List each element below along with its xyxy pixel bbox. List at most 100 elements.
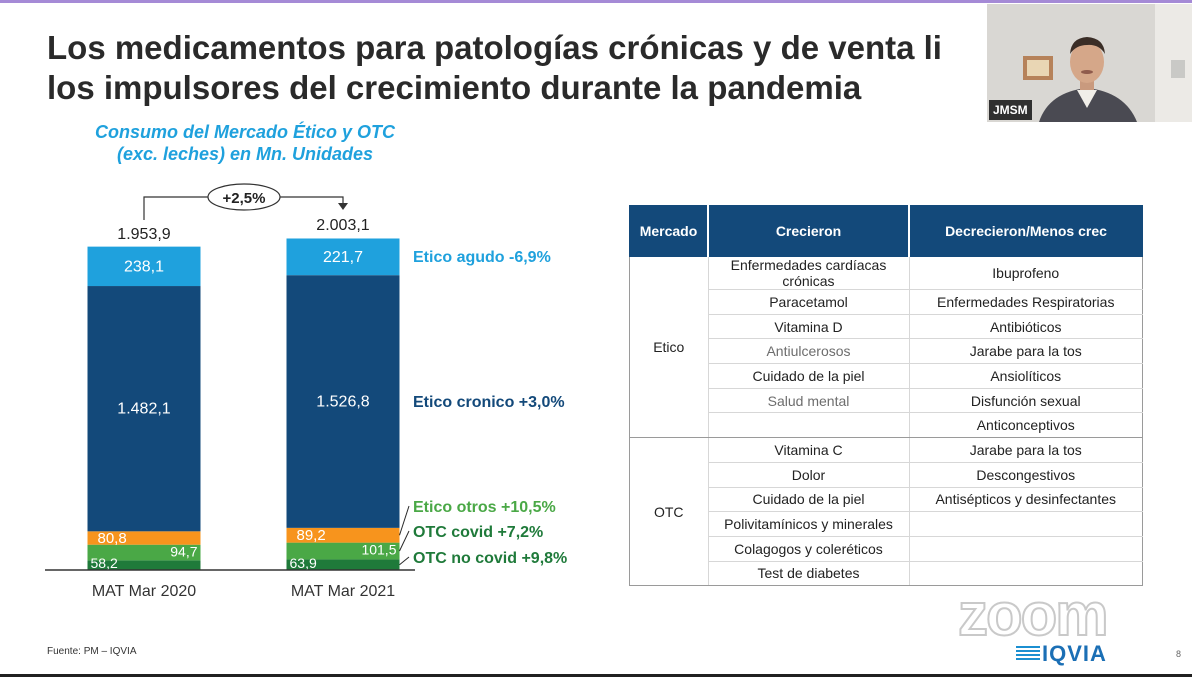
grew-cell: Paracetamol (707, 289, 910, 315)
declined-cell: Disfunción sexual (908, 388, 1143, 414)
source-note: Fuente: PM – IQVIA (47, 646, 137, 657)
legend-otros: Etico otros +10,5% (413, 499, 556, 516)
bar-otc-no-covid-2020 (87, 560, 201, 570)
total-label-2021: 2.003,1 (316, 217, 369, 234)
grew-cell: Vitamina D (707, 314, 910, 340)
table-row: Etico Enfermedades cardíacas crónicas Ib… (629, 256, 1143, 439)
declined-cell (908, 511, 1143, 537)
growth-arrowhead-icon (338, 203, 348, 210)
table-header-row: Mercado Crecieron Decrecieron/Menos crec (629, 205, 1143, 257)
declined-cell (908, 561, 1143, 587)
category-label-2021: MAT Mar 2021 (291, 583, 395, 600)
table-row: Dolor Descongestivos (630, 462, 1143, 488)
zoom-watermark: zoom (957, 581, 1110, 648)
bar-otros-2021 (286, 527, 400, 543)
bar-otros-2020 (87, 531, 201, 545)
declined-cell: Jarabe para la tos (908, 338, 1143, 365)
window-bottom-border (0, 674, 1192, 677)
legend-agudo: Etico agudo -6,9% (413, 249, 551, 266)
legend-otc-no-covid: OTC no covid +9,8% (413, 550, 567, 567)
table-row: Test de diabetes (630, 561, 1143, 587)
total-label-2020: 1.953,9 (117, 226, 170, 243)
window-top-border (0, 0, 1192, 3)
chart-canvas: 58,2 94,7 80,8 1.482,1 238,1 63,9 101,5 89,2 1.5… (45, 183, 567, 600)
legend-otc-covid: OTC covid +7,2% (413, 524, 543, 541)
segment-label-otc-no-covid-2021: 63,9 (290, 555, 317, 571)
table-row: Antiulcerosos Jarabe para la tos (630, 338, 1143, 365)
group-cell-otc: OTC (629, 437, 709, 587)
bar-agudo-2020 (87, 246, 201, 287)
declined-cell: Enfermedades Respiratorias (908, 289, 1143, 315)
category-label-2020: MAT Mar 2020 (92, 583, 196, 600)
segment-label-cronico-2020: 1.482,1 (117, 401, 170, 418)
segment-label-agudo-2021: 221,7 (323, 249, 363, 266)
declined-cell: Ansiolíticos (908, 363, 1143, 389)
grew-cell: Vitamina C (707, 437, 910, 463)
grew-cell: Colagogos y coleréticos (707, 536, 910, 562)
declined-cell: Descongestivos (908, 462, 1143, 488)
growth-badge (207, 183, 281, 211)
bar-cronico-2021 (286, 275, 400, 528)
chart-title: Consumo del Mercado Ético y OTC (exc. le… (70, 121, 420, 165)
grew-cell: Polivitamínicos y minerales (707, 511, 910, 537)
participant-name-label: JMSM (989, 100, 1032, 120)
slide-title-line-1: Los medicamentos para patologías crónica… (47, 29, 942, 66)
segment-label-otc-covid-2021: 101,5 (361, 542, 396, 558)
declined-cell (908, 536, 1143, 562)
grew-cell: Cuidado de la piel (707, 363, 910, 389)
page-number: 8 (1176, 649, 1182, 659)
bar-otc-covid-2020 (87, 544, 201, 561)
segment-label-agudo-2020: 238,1 (124, 258, 164, 275)
table-row: Salud mental Disfunción sexual (630, 388, 1143, 414)
grew-cell: Dolor (707, 462, 910, 488)
bar-segments (87, 238, 400, 570)
table-row: Colagogos y coleréticos (630, 536, 1143, 562)
header-decrecieron: Decrecieron/Menos crec (908, 205, 1143, 257)
segment-label-cronico-2021: 1.526,8 (316, 394, 369, 411)
webcam-video-tile[interactable]: JMSM (987, 4, 1192, 122)
bar-otc-no-covid-2021 (286, 559, 400, 570)
table-row: Anticonceptivos (630, 412, 1143, 439)
market-table: Mercado Crecieron Decrecieron/Menos crec… (629, 205, 1143, 587)
table-row: Cuidado de la piel Ansiolíticos (630, 363, 1143, 389)
grew-cell: Salud mental (707, 388, 910, 414)
grew-cell: Enfermedades cardíacas crónicas (707, 256, 910, 290)
declined-cell: Ibuprofeno (908, 256, 1143, 290)
iqvia-logo-text: IQVIA (1042, 641, 1107, 666)
legend-connector-otros (399, 505, 410, 536)
legend-connector-otc-covid (399, 530, 410, 552)
group-cell-etico: Etico (629, 256, 709, 439)
grew-cell: Cuidado de la piel (707, 487, 910, 513)
table-row: Paracetamol Enfermedades Respiratorias (630, 289, 1143, 315)
iqvia-bars-icon (1016, 646, 1040, 662)
header-crecieron: Crecieron (707, 205, 910, 257)
table-row: Cuidado de la piel Antisépticos y desinf… (630, 487, 1143, 513)
segment-labels: 58,2 94,7 80,8 1.482,1 238,1 63,9 101,5 89,2 1.5… (91, 249, 397, 571)
declined-cell: Antisépticos y desinfectantes (908, 487, 1143, 513)
declined-cell: Jarabe para la tos (908, 437, 1143, 463)
grew-cell: Test de diabetes (707, 561, 910, 587)
segment-label-otros-2021: 89,2 (297, 527, 326, 544)
slide-title-line-2: los impulsores del crecimiento durante l… (47, 69, 862, 106)
declined-cell: Anticonceptivos (908, 412, 1143, 439)
bar-cronico-2020 (87, 286, 201, 532)
legend-connector-otc-no-covid (399, 556, 410, 566)
segment-label-otc-covid-2020: 94,7 (170, 544, 197, 560)
table-row: OTC Vitamina C Jarabe para la tos (629, 437, 1143, 587)
growth-label: +2,5% (223, 190, 266, 207)
bar-agudo-2021 (286, 238, 400, 276)
header-mercado: Mercado (629, 205, 709, 257)
legend-cronico: Etico cronico +3,0% (413, 394, 565, 411)
legend-labels: OTC no covid +9,8% OTC covid +7,2% Etico o… (399, 249, 567, 567)
table-row: Vitamina D Antibióticos (630, 314, 1143, 340)
grew-cell: Antiulcerosos (707, 338, 910, 365)
stacked-bar-chart: 58,2 94,7 80,8 1.482,1 238,1 63,9 101,5 89,2 1.5… (0, 175, 600, 620)
segment-label-otc-no-covid-2020: 58,2 (91, 555, 118, 571)
chart-title-line-2: (exc. leches) en Mn. Unidades (116, 144, 374, 164)
iqvia-logo: IQVIA (1016, 642, 1136, 666)
table-row: Polivitamínicos y minerales (630, 511, 1143, 537)
grew-cell (707, 412, 910, 439)
slide-title: Los medicamentos para patologías crónica… (47, 28, 1047, 108)
chart-title-line-1: Consumo del Mercado Ético y OTC (94, 122, 396, 142)
segment-label-otros-2020: 80,8 (98, 530, 127, 547)
